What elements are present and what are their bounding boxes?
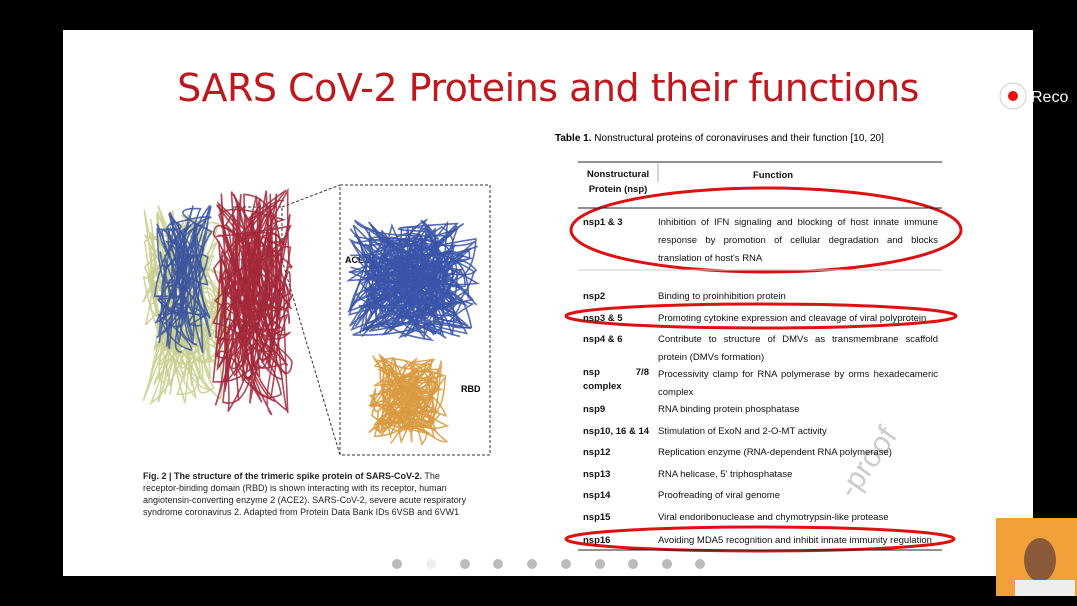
record-dot [1008, 91, 1018, 101]
connector [281, 184, 341, 208]
protein-ribbon [214, 191, 291, 414]
function-cell: RNA helicase, 5' triphosphatase [658, 469, 793, 480]
protein-ribbon [216, 187, 293, 376]
figure: ACE2 RBD -proof [142, 161, 963, 553]
nsp-cell: nsp4 & 6 [583, 334, 623, 345]
nsp-cell: nsp12 [583, 447, 611, 458]
slide-dot[interactable] [561, 559, 571, 569]
caption-text: The receptor-binding domain (RBD) is sho… [143, 471, 467, 517]
protein-ribbon [348, 221, 471, 338]
slide-dot[interactable] [426, 559, 436, 569]
slide-dot[interactable] [527, 559, 537, 569]
protein-ribbon [370, 361, 439, 445]
highlight [564, 302, 958, 330]
protein-ribbon [348, 251, 466, 326]
webcam-face [1024, 538, 1056, 582]
function-cell: Replication enzyme (RNA-dependent RNA po… [658, 447, 892, 458]
protein-ribbon [216, 195, 291, 404]
connector [281, 259, 341, 456]
slide-title: SARS CoV-2 Proteins and their functions [177, 66, 919, 110]
slide-dot[interactable] [460, 559, 470, 569]
record-label: Reco [1031, 89, 1068, 106]
nsp-cell: nsp15 [583, 512, 611, 523]
slide-dot[interactable] [662, 559, 672, 569]
function-cell: Binding to proinhibition protein [658, 291, 786, 302]
nsp-cell: nsp16 [583, 535, 611, 546]
caption-bold: Fig. 2 | The structure of the trimeric s… [143, 471, 423, 481]
label: RBD [461, 384, 481, 394]
slide: SARS CoV-2 Proteins and their functions … [63, 30, 1033, 576]
slide-dot[interactable] [628, 559, 638, 569]
highlight [564, 525, 956, 553]
function-cell: Viral endoribonuclease and chymotrypsin-… [658, 512, 889, 523]
function-cell: RNA binding protein phosphatase [658, 404, 800, 415]
protein-ribbon [153, 205, 212, 344]
webcam-shirt [1015, 580, 1075, 596]
protein-ribbon [373, 360, 449, 443]
inset-box [339, 184, 491, 456]
slide-dot[interactable] [695, 559, 705, 569]
table-caption: Table 1. Nonstructural proteins of coron… [555, 133, 884, 144]
column-header: Function [753, 170, 794, 181]
nsp-cell: nsp3 & 5 [583, 313, 623, 324]
function-cell: Processivity clamp for RNA polymerase by… [658, 369, 938, 398]
nsp-cell: nsp10, 16 & 14 [583, 426, 650, 437]
function-cell: Proofreading of viral genome [658, 490, 780, 501]
nsp-cell: nsp2 [583, 291, 606, 302]
function-cell: Avoiding MDA5 recognition and inhibit in… [658, 535, 932, 546]
protein-ribbon [157, 224, 205, 352]
function-cell: Contribute to structure of DMVs as trans… [658, 334, 938, 363]
function-cell: Inhibition of IFN signaling and blocking… [658, 217, 938, 264]
highlight [569, 186, 963, 274]
column-header: Nonstructural Protein (nsp) [586, 169, 650, 195]
protein-ribbon [348, 234, 476, 338]
function-cell: Stimulation of ExoN and 2-O-MT activity [658, 426, 827, 437]
nsp-cell: nsp13 [583, 469, 611, 480]
nsp-cell: nsp1 & 3 [583, 217, 623, 228]
function-cell: Promoting cytokine expression and cleava… [658, 313, 927, 324]
figure-caption: Fig. 2 | The structure of the trimeric s… [143, 470, 473, 518]
nsp-cell: nsp9 [583, 404, 606, 415]
label: ACE2 [345, 255, 369, 265]
protein-ribbon [164, 207, 213, 353]
caption-text: Nonstructural proteins of coronaviruses … [594, 133, 884, 144]
slide-dot[interactable] [392, 559, 402, 569]
slide-dot[interactable] [493, 559, 503, 569]
nsp-cell: nsp14 [583, 490, 611, 501]
slide-dot[interactable] [595, 559, 605, 569]
caption-bold: Table 1. [555, 133, 592, 144]
nsp-cell: nsp 7/8 complex [583, 367, 649, 392]
